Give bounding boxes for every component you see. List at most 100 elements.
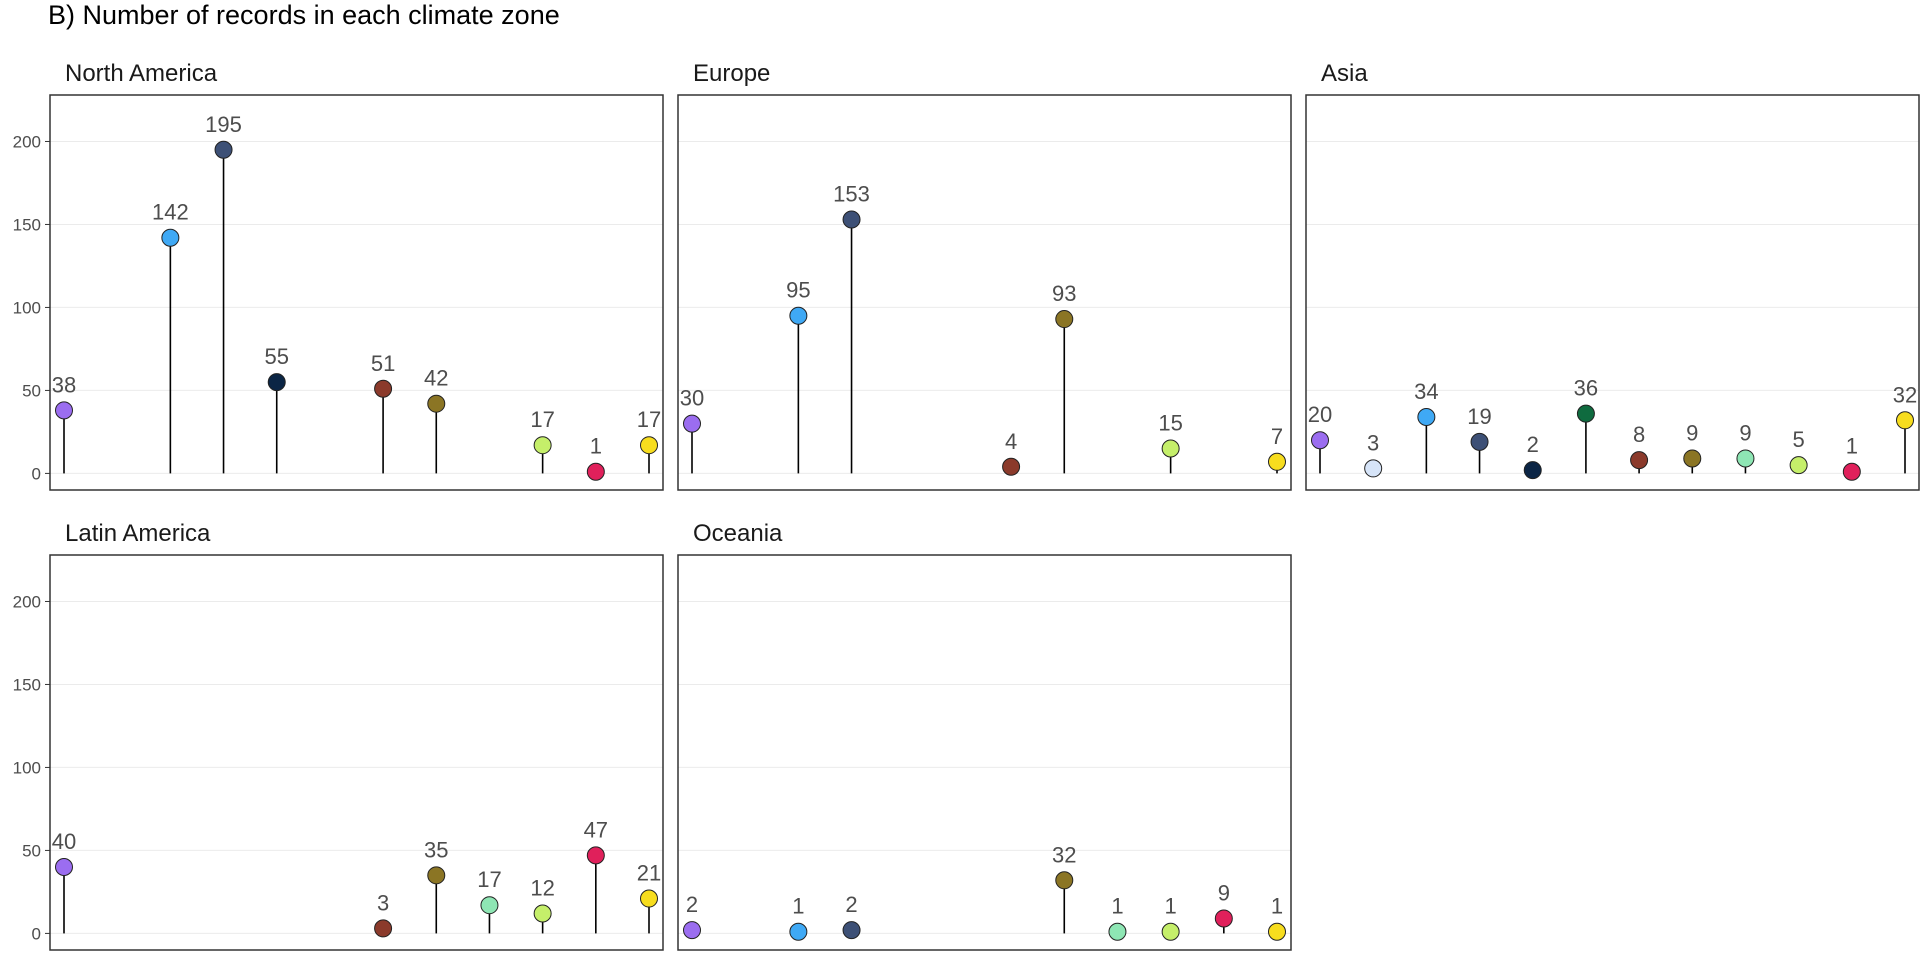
y-tick-label: 50 bbox=[22, 381, 41, 400]
data-label: 195 bbox=[205, 112, 242, 137]
panel-title-north-america: North America bbox=[65, 60, 218, 87]
y-tick-label: 100 bbox=[13, 298, 41, 317]
data-label: 42 bbox=[424, 366, 448, 391]
data-label: 93 bbox=[1052, 281, 1076, 306]
lollipop-point bbox=[161, 228, 180, 247]
data-label: 2 bbox=[686, 892, 698, 917]
data-label: 7 bbox=[1271, 424, 1283, 449]
lollipop-point bbox=[1055, 310, 1074, 329]
panel-north-america: North America 0 50 100 150 200 38 142 195 55 51 42 1… bbox=[13, 60, 664, 491]
data-label: 32 bbox=[1893, 382, 1917, 407]
lollipop-point bbox=[842, 921, 861, 940]
data-label: 95 bbox=[786, 278, 810, 303]
panel-border bbox=[49, 94, 664, 491]
lollipop-point bbox=[586, 462, 605, 481]
lollipop-point bbox=[427, 866, 446, 885]
data-label: 17 bbox=[530, 407, 554, 432]
lollipop-point bbox=[1268, 452, 1286, 471]
y-tick-label: 50 bbox=[22, 841, 41, 860]
panel-title-europe: Europe bbox=[693, 60, 770, 87]
data-label: 36 bbox=[1574, 376, 1598, 401]
data-label: 20 bbox=[1308, 402, 1332, 427]
lollipop-point bbox=[533, 436, 552, 455]
lollipop-point bbox=[683, 414, 701, 433]
lollipop-point bbox=[1896, 411, 1914, 430]
lollipop-point bbox=[1789, 456, 1808, 475]
data-label: 15 bbox=[1158, 411, 1182, 436]
data-label: 17 bbox=[477, 867, 501, 892]
data-label: 9 bbox=[1686, 420, 1698, 445]
data-label: 153 bbox=[833, 181, 870, 206]
data-label: 8 bbox=[1633, 422, 1645, 447]
data-label: 142 bbox=[152, 200, 189, 225]
data-label: 1 bbox=[1846, 434, 1858, 459]
data-label: 1 bbox=[590, 434, 602, 459]
data-label: 9 bbox=[1739, 420, 1751, 445]
panel-title-oceania: Oceania bbox=[693, 520, 783, 547]
data-label: 2 bbox=[1527, 432, 1539, 457]
lollipop-point bbox=[1311, 431, 1329, 450]
panel-border bbox=[677, 94, 1292, 491]
panel-border bbox=[49, 554, 664, 951]
data-label: 3 bbox=[1367, 430, 1379, 455]
y-tick-label: 0 bbox=[32, 924, 41, 943]
y-tick-label: 100 bbox=[13, 758, 41, 777]
lollipop-point bbox=[1470, 432, 1489, 451]
lollipop-point bbox=[842, 210, 861, 229]
data-label: 47 bbox=[584, 817, 608, 842]
panel-latin-america: Latin America 0 50 100 150 200 40 3 35 17 12 47 21 bbox=[13, 520, 664, 951]
lollipop-point bbox=[1523, 461, 1542, 480]
lollipop-point bbox=[1736, 449, 1755, 468]
lollipop-point bbox=[586, 846, 605, 865]
lollipop-point bbox=[55, 858, 73, 877]
data-label: 5 bbox=[1793, 427, 1805, 452]
lollipop-point bbox=[1268, 922, 1286, 941]
lollipop-point bbox=[214, 140, 233, 159]
data-label: 51 bbox=[371, 351, 395, 376]
lollipop-point bbox=[1576, 404, 1595, 423]
panel-europe: Europe 30 95 153 4 93 15 7 bbox=[677, 60, 1292, 491]
data-label: 55 bbox=[264, 344, 288, 369]
lollipop-point bbox=[267, 373, 286, 392]
data-label: 3 bbox=[377, 890, 389, 915]
y-tick-label: 150 bbox=[13, 215, 41, 234]
data-label: 1 bbox=[792, 894, 804, 919]
data-label: 12 bbox=[530, 875, 554, 900]
lollipop-point bbox=[1214, 909, 1233, 928]
lollipop-point bbox=[55, 401, 73, 420]
lollipop-point bbox=[480, 896, 499, 915]
data-label: 30 bbox=[680, 386, 704, 411]
lollipop-point bbox=[1417, 407, 1436, 426]
data-label: 2 bbox=[845, 892, 857, 917]
y-tick-label: 200 bbox=[13, 592, 41, 611]
lollipop-point bbox=[427, 394, 446, 413]
panel-title-asia: Asia bbox=[1321, 60, 1368, 87]
panel-border bbox=[1305, 94, 1920, 491]
lollipop-point bbox=[789, 306, 808, 325]
lollipop-point bbox=[1683, 449, 1702, 468]
panel-oceania: Oceania 2 1 2 32 1 1 9 1 bbox=[677, 520, 1292, 951]
y-tick-label: 150 bbox=[13, 675, 41, 694]
data-label: 38 bbox=[52, 372, 76, 397]
lollipop-point bbox=[1002, 457, 1021, 476]
data-label: 21 bbox=[637, 861, 661, 886]
lollipop-point bbox=[1630, 451, 1649, 470]
y-tick-label: 200 bbox=[13, 132, 41, 151]
data-label: 1 bbox=[1165, 894, 1177, 919]
lollipop-point bbox=[1108, 922, 1127, 941]
figure-title: B) Number of records in each climate zon… bbox=[48, 0, 560, 30]
data-label: 17 bbox=[637, 407, 661, 432]
data-label: 4 bbox=[1005, 429, 1017, 454]
data-label: 1 bbox=[1111, 894, 1123, 919]
panel-asia: Asia 20 3 34 19 2 36 8 9 9 5 1 32 bbox=[1305, 60, 1920, 491]
lollipop-point bbox=[1161, 922, 1180, 941]
data-label: 35 bbox=[424, 837, 448, 862]
data-label: 1 bbox=[1271, 894, 1283, 919]
lollipop-point bbox=[1842, 462, 1861, 481]
lollipop-point bbox=[1161, 439, 1180, 458]
panel-title-latin-america: Latin America bbox=[65, 520, 211, 547]
data-label: 32 bbox=[1052, 842, 1076, 867]
lollipop-point bbox=[789, 922, 808, 941]
lollipop-point bbox=[1055, 871, 1074, 890]
